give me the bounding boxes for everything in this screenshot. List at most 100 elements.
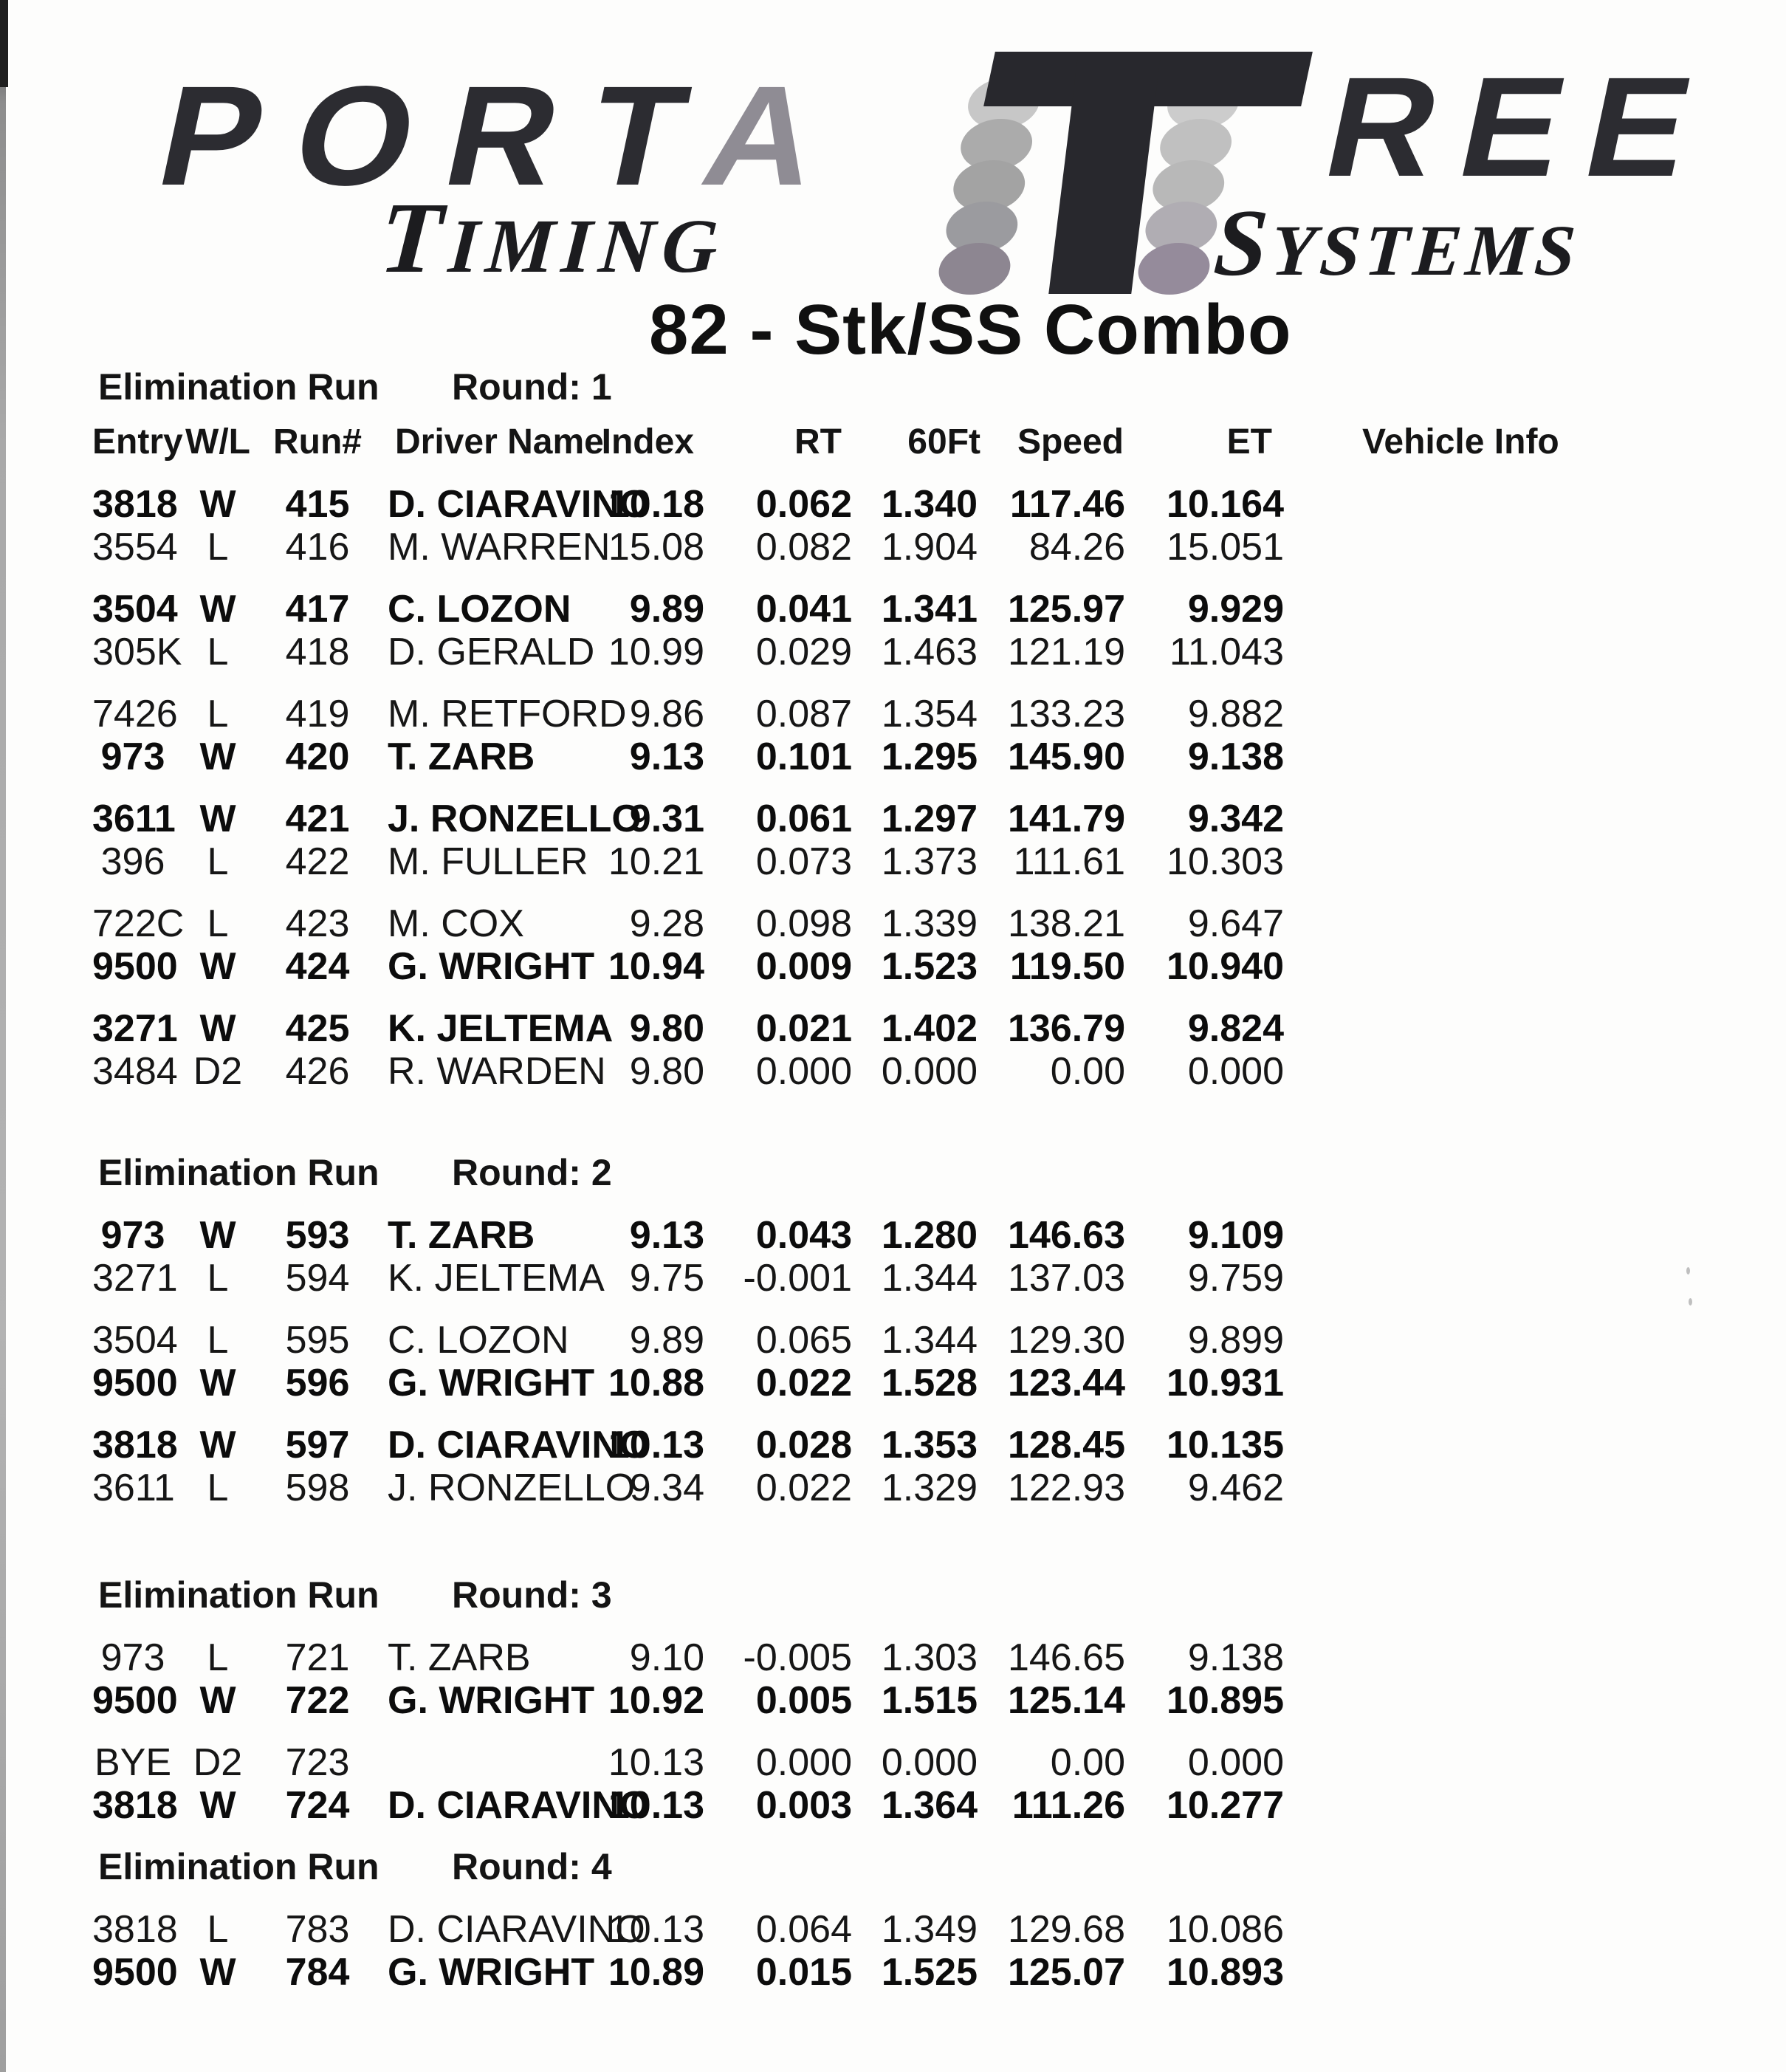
speed-value: 133.23: [1007, 693, 1125, 735]
speed-value: 125.07: [1007, 1951, 1125, 1994]
reaction-time: 0.000: [755, 1050, 852, 1093]
entry-number: 3611: [92, 797, 176, 840]
sixty-foot-time: 1.523: [881, 945, 978, 988]
sixty-foot-time: 1.353: [881, 1424, 978, 1466]
speed-value: 136.79: [1007, 1007, 1125, 1050]
column-header-row: Entry W/L Run# Driver Name Index RT 60Ft…: [92, 420, 1756, 463]
elapsed-time: 10.893: [1166, 1951, 1284, 1994]
elapsed-time: 9.882: [1187, 693, 1284, 735]
reaction-time: 0.005: [755, 1679, 852, 1722]
index-value: 9.10: [629, 1636, 704, 1679]
col-header-entry: Entry: [92, 422, 183, 462]
driver-name: G. WRIGHT: [388, 1951, 595, 1994]
entry-number: 9500: [92, 1362, 178, 1404]
entry-number: 3818: [92, 1424, 178, 1466]
elapsed-time: 10.895: [1166, 1679, 1284, 1722]
reaction-time: 0.043: [755, 1214, 852, 1257]
elapsed-time: 10.277: [1166, 1784, 1284, 1827]
elapsed-time: 0.000: [1187, 1741, 1284, 1784]
win-loss-flag: W: [199, 1214, 236, 1257]
reaction-time: 0.000: [755, 1741, 852, 1784]
reaction-time: 0.041: [755, 588, 852, 631]
index-value: 9.31: [629, 797, 704, 840]
sixty-foot-time: 1.295: [881, 735, 978, 778]
reaction-time: 0.082: [755, 526, 852, 569]
col-header-speed: Speed: [1017, 422, 1124, 462]
round-pairs: 3818 L 783 D. CIARAVINO 10.13 0.064 1.34…: [92, 1907, 1756, 1994]
scan-speck: [1686, 1267, 1690, 1275]
win-loss-flag: L: [207, 902, 229, 945]
driver-name: T. ZARB: [388, 735, 535, 778]
rounds-container: 3818 W 415 D. CIARAVINO 10.18 0.062 1.34…: [92, 482, 1756, 1994]
run-result-row: BYE D2 723 10.13 0.000 0.000 0.00 0.000: [92, 1740, 1756, 1784]
reaction-time: 0.022: [755, 1362, 852, 1404]
round-header: Elimination Run Round: 3: [92, 1574, 1756, 1621]
round-section: Elimination Run Round: 2 973 W 593 T. ZA…: [92, 1151, 1756, 1509]
elapsed-time: 9.929: [1187, 588, 1284, 631]
speed-value: 137.03: [1007, 1257, 1125, 1300]
speed-value: 111.61: [1013, 840, 1125, 883]
elimination-run-label: Elimination Run: [98, 366, 379, 408]
col-header-rt: RT: [794, 422, 842, 462]
win-loss-flag: W: [199, 1679, 236, 1722]
speed-value: 125.97: [1007, 588, 1125, 631]
elimination-pair: 3504 L 595 C. LOZON 9.89 0.065 1.344 129…: [92, 1318, 1756, 1404]
run-number: 595: [285, 1319, 350, 1362]
col-header-vehicle-info: Vehicle Info: [1362, 422, 1559, 462]
page-title: 82 - Stk/SS Combo: [649, 290, 1292, 369]
sixty-foot-time: 1.344: [881, 1257, 978, 1300]
col-header-driver: Driver Name: [395, 422, 604, 462]
index-value: 10.13: [608, 1741, 704, 1784]
col-header-run: Run#: [273, 422, 362, 462]
reaction-time: 0.021: [755, 1007, 852, 1050]
sixty-foot-time: 1.904: [881, 526, 978, 569]
elimination-run-label: Elimination Run: [98, 1152, 379, 1193]
index-value: 10.99: [608, 631, 704, 673]
sixty-foot-time: 1.525: [881, 1951, 978, 1994]
run-result-row: 9500 W 784 G. WRIGHT 10.89 0.015 1.525 1…: [92, 1950, 1756, 1994]
run-number: 417: [285, 588, 350, 631]
run-number: 425: [285, 1007, 350, 1050]
driver-name: R. WARDEN: [388, 1050, 606, 1093]
run-result-row: 3271 L 594 K. JELTEMA 9.75 -0.001 1.344 …: [92, 1256, 1756, 1300]
elapsed-time: 10.931: [1166, 1362, 1284, 1404]
driver-name: C. LOZON: [388, 1319, 569, 1362]
run-result-row: 3818 W 415 D. CIARAVINO 10.18 0.062 1.34…: [92, 482, 1756, 526]
reaction-time: 0.073: [755, 840, 852, 883]
elimination-pair: 3818 W 415 D. CIARAVINO 10.18 0.062 1.34…: [92, 482, 1756, 569]
entry-number: 9500: [92, 1951, 178, 1994]
entry-number: 973: [100, 735, 165, 778]
elimination-pair: 973 L 721 T. ZARB 9.10 -0.005 1.303 146.…: [92, 1636, 1756, 1722]
run-number: 598: [285, 1466, 350, 1509]
run-number: 597: [285, 1424, 350, 1466]
entry-number: 3611: [92, 1466, 175, 1509]
round-pairs: 973 W 593 T. ZARB 9.13 0.043 1.280 146.6…: [92, 1213, 1756, 1509]
win-loss-flag: L: [207, 631, 229, 673]
run-result-row: 3554 L 416 M. WARREN 15.08 0.082 1.904 8…: [92, 525, 1756, 569]
driver-name: M. COX: [388, 902, 524, 945]
logo-timing-text: TIMING: [376, 182, 728, 294]
driver-name: T. ZARB: [388, 1214, 535, 1257]
index-value: 9.80: [629, 1007, 704, 1050]
elimination-pair: 3504 W 417 C. LOZON 9.89 0.041 1.341 125…: [92, 587, 1756, 673]
sixty-foot-time: 1.528: [881, 1362, 978, 1404]
run-number: 416: [285, 526, 350, 569]
reaction-time: 0.009: [755, 945, 852, 988]
elapsed-time: 9.647: [1187, 902, 1284, 945]
sixty-foot-time: 1.280: [881, 1214, 978, 1257]
entry-number: 9500: [92, 1679, 178, 1722]
run-number: 722: [285, 1679, 350, 1722]
win-loss-flag: D2: [193, 1050, 243, 1093]
win-loss-flag: L: [207, 1466, 229, 1509]
win-loss-flag: W: [199, 1951, 236, 1994]
speed-value: 84.26: [1028, 526, 1125, 569]
run-result-row: 3611 L 598 J. RONZELLO 9.34 0.022 1.329 …: [92, 1466, 1756, 1509]
round-header: Elimination Run Round: 4: [92, 1845, 1756, 1893]
scanner-edge-artifact: [0, 0, 6, 2072]
index-value: 10.88: [608, 1362, 704, 1404]
sixty-foot-time: 1.303: [881, 1636, 978, 1679]
reaction-time: 0.028: [755, 1424, 852, 1466]
driver-name: D. CIARAVINO: [388, 1784, 650, 1827]
reaction-time: -0.005: [743, 1636, 852, 1679]
